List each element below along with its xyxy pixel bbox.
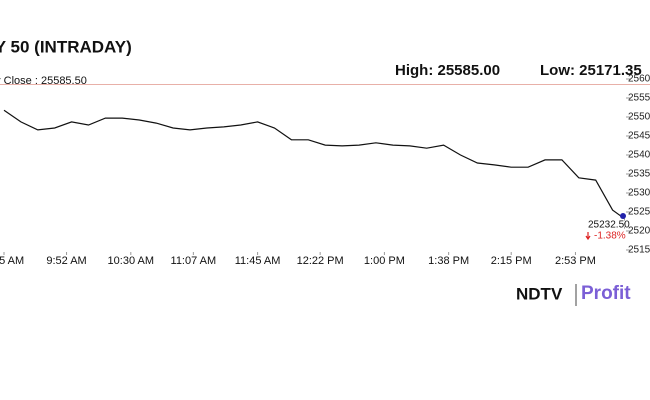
x-tick-label: 9:52 AM bbox=[46, 255, 86, 267]
x-tick-label: 1:38 PM bbox=[428, 255, 469, 267]
x-tick-label: 9:15 AM bbox=[0, 255, 24, 267]
y-tick-label: 25200 bbox=[628, 226, 650, 237]
y-tick-label: 25500 bbox=[628, 112, 650, 123]
x-tick-label: 11:45 AM bbox=[235, 255, 281, 267]
y-tick-label: 25550 bbox=[628, 93, 650, 104]
brand-profit: Profit bbox=[581, 283, 631, 304]
x-tick-label: 10:30 AM bbox=[108, 255, 154, 267]
x-tick-label: 12:22 PM bbox=[297, 255, 344, 267]
x-tick-label: 2:15 PM bbox=[491, 255, 532, 267]
last-value-label: 25232.50 bbox=[588, 220, 630, 231]
y-tick-label: 25600 bbox=[628, 74, 650, 85]
high-label: High: 25585.00 bbox=[395, 62, 500, 79]
prev-close-label: Prev Close : 25585.50 bbox=[0, 75, 87, 87]
y-tick-label: 25250 bbox=[628, 207, 650, 218]
y-tick-label: 25350 bbox=[628, 169, 650, 180]
low-label: Low: 25171.35 bbox=[540, 62, 642, 79]
price-line bbox=[3, 109, 625, 220]
y-tick-label: 25300 bbox=[628, 188, 650, 199]
brand-ndtv: NDTV bbox=[516, 284, 563, 303]
last-dot bbox=[620, 213, 626, 219]
change-label: -1.38% bbox=[594, 231, 626, 242]
down-arrow bbox=[585, 232, 591, 241]
y-tick-label: 25400 bbox=[628, 150, 650, 161]
x-tick-label: 1:00 PM bbox=[364, 255, 405, 267]
chart-title: NIFTY 50 (INTRADAY) bbox=[0, 37, 132, 56]
x-tick-label: 2:53 PM bbox=[555, 255, 596, 267]
y-tick-label: 25450 bbox=[628, 131, 650, 142]
y-tick-label: 25150 bbox=[628, 245, 650, 256]
x-tick-label: 11:07 AM bbox=[171, 255, 217, 267]
